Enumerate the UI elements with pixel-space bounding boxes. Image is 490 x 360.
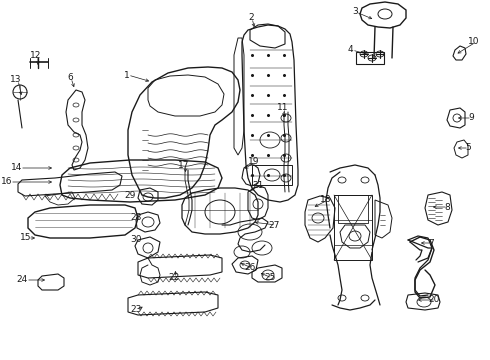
Text: 9: 9	[468, 113, 474, 122]
Text: 2: 2	[248, 13, 254, 22]
Text: 16: 16	[0, 177, 12, 186]
Text: 30: 30	[130, 235, 142, 244]
Text: 12: 12	[30, 50, 41, 59]
Text: 29: 29	[124, 190, 135, 199]
Text: 11: 11	[277, 104, 289, 112]
Text: 18: 18	[320, 195, 332, 204]
Bar	[356, 52, 384, 64]
Text: 20: 20	[428, 296, 440, 305]
Text: 22: 22	[168, 274, 179, 283]
Text: 24: 24	[17, 275, 28, 284]
Text: 15: 15	[20, 234, 31, 243]
Bar	[334, 195, 372, 260]
Text: 14: 14	[11, 163, 22, 172]
Text: 7: 7	[428, 238, 434, 248]
Text: 6: 6	[67, 73, 73, 82]
Text: 28: 28	[130, 213, 142, 222]
Text: 13: 13	[10, 76, 22, 85]
Bar	[252, 165, 292, 185]
Text: 1: 1	[124, 71, 130, 80]
Text: 3: 3	[352, 8, 358, 17]
Text: 21: 21	[252, 180, 264, 189]
Text: 27: 27	[268, 220, 279, 230]
Text: 23: 23	[130, 306, 142, 315]
Text: 17: 17	[178, 161, 190, 170]
Text: 8: 8	[444, 202, 450, 211]
Bar	[338, 195, 368, 223]
Text: 25: 25	[264, 274, 275, 283]
Text: 4: 4	[348, 45, 354, 54]
Text: 5: 5	[465, 144, 471, 153]
Text: 26: 26	[244, 264, 255, 273]
Text: 19: 19	[248, 158, 260, 166]
Text: 10: 10	[468, 37, 480, 46]
